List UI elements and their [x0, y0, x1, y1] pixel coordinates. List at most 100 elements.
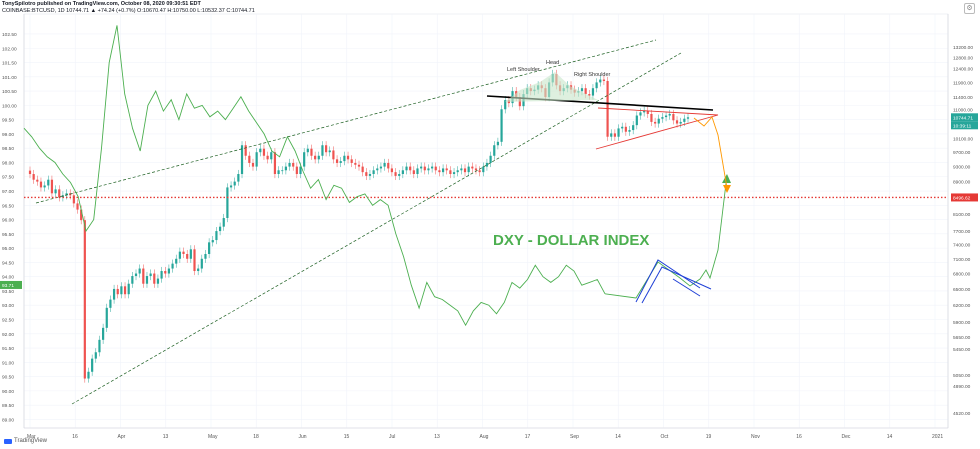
candle-body: [664, 115, 668, 118]
candle-body: [591, 88, 595, 96]
candle-body: [240, 145, 244, 175]
candle-body: [273, 152, 277, 175]
x-tick-label: 15: [344, 434, 350, 440]
left-axis-tick-label: 92.00: [2, 332, 14, 338]
candle-body: [215, 231, 218, 241]
candle-body: [602, 79, 606, 81]
candle-body: [390, 168, 393, 173]
candle-body: [427, 168, 430, 171]
candle-body: [32, 174, 35, 180]
left-axis-tick-label: 100.50: [2, 89, 17, 95]
btc-projection-line: [693, 116, 728, 189]
left-axis-tick-label: 91.00: [2, 360, 14, 366]
x-tick-label: May: [208, 434, 218, 440]
right-axis-tick-label: 5450.00: [953, 347, 971, 353]
candle-body: [54, 189, 57, 194]
candle-body: [47, 179, 50, 186]
candle-body: [58, 189, 61, 198]
candle-body: [456, 170, 459, 173]
candle-body: [299, 166, 302, 175]
left-axis-tick-label: 89.00: [2, 417, 14, 423]
btc-projection-arrowhead: [723, 185, 731, 193]
candle-body: [412, 170, 415, 175]
candle-body: [328, 150, 331, 153]
right-axis-tick-label: 10100.00: [953, 136, 973, 142]
left-axis-tick-label: 93.50: [2, 289, 14, 295]
candle-body: [233, 181, 236, 186]
candle-body: [401, 170, 404, 175]
x-tick-label: 13: [163, 434, 169, 440]
candle-body: [266, 155, 269, 160]
head-label: Head: [546, 60, 559, 66]
candle-body: [365, 172, 368, 176]
candle-body: [127, 283, 130, 295]
candle-body: [145, 276, 149, 284]
left-axis-tick-label: 99.50: [2, 118, 14, 124]
right-shoulder-label: Right Shoulder: [574, 72, 611, 78]
left-axis-tick-label: 98.50: [2, 146, 14, 152]
candle-body: [431, 166, 434, 169]
candle-body: [28, 170, 32, 175]
countdown-label: 10:39:11: [953, 123, 972, 129]
candle-body: [500, 109, 503, 142]
candle-body: [657, 118, 660, 124]
x-tick-label: Sep: [570, 434, 579, 440]
candle-body: [292, 162, 295, 167]
symbol-info-header: TonySpilotro published on TradingView.co…: [2, 1, 255, 15]
right-axis-tick-label: 7100.00: [953, 257, 971, 263]
left-axis-tick-label: 97.50: [2, 175, 14, 181]
candle-body: [460, 168, 463, 171]
candle-body: [423, 166, 426, 171]
candle-body: [405, 166, 408, 171]
candle-body: [398, 174, 401, 176]
candle-body: [489, 155, 492, 163]
candle-body: [434, 166, 437, 171]
candle-body: [449, 170, 452, 175]
right-axis-tick-label: 11400.00: [953, 95, 973, 101]
candle-body: [36, 179, 39, 182]
candle-body: [251, 162, 255, 167]
x-tick-label: 13: [434, 434, 440, 440]
candle-body: [153, 273, 156, 284]
candle-body: [277, 170, 280, 175]
candle-body: [91, 358, 94, 372]
candle-body: [683, 118, 686, 122]
dxy-projection-arrowhead: [722, 174, 731, 183]
candle-body: [164, 271, 167, 274]
x-tick-label: Dec: [842, 434, 851, 440]
left-axis-tick-label: 96.00: [2, 218, 14, 224]
candle-body: [83, 220, 86, 379]
candle-body: [281, 170, 284, 172]
left-axis-tick-label: 98.00: [2, 160, 14, 166]
right-axis-tick-label: 4890.00: [953, 384, 971, 390]
x-gridlines: [29, 14, 936, 428]
candle-body: [478, 170, 481, 173]
x-tick-label: Nov: [751, 434, 760, 440]
flag-lower-line: [672, 278, 701, 297]
settings-gear-icon[interactable]: ⚙: [964, 3, 975, 14]
candle-body: [98, 339, 101, 353]
candle-body: [167, 268, 171, 274]
candle-body: [467, 166, 470, 173]
candle-body: [182, 251, 185, 255]
candle-body: [675, 120, 679, 124]
left-axis-tick-label: 92.50: [2, 318, 14, 324]
left-axis-tick-label: 100.00: [2, 103, 17, 109]
candle-body: [339, 161, 342, 163]
left-axis-tick-label: 101.00: [2, 75, 17, 81]
candle-body: [621, 126, 624, 129]
hs-shade: [505, 72, 598, 102]
candle-body: [409, 166, 412, 171]
dxy-title-annotation: DXY - DOLLAR INDEX: [493, 232, 649, 249]
x-tick-label: 2021: [932, 434, 943, 440]
right-axis-tick-label: 12800.00: [953, 56, 973, 62]
x-tick-label: 18: [253, 434, 259, 440]
left-axis-tick-label: 94.00: [2, 275, 14, 281]
candle-body: [628, 130, 631, 132]
candle-body: [186, 254, 189, 259]
candle-body: [650, 113, 653, 122]
candle-body: [346, 155, 350, 160]
candle-body: [123, 286, 127, 295]
left-axis-tick-label: 94.50: [2, 260, 14, 266]
